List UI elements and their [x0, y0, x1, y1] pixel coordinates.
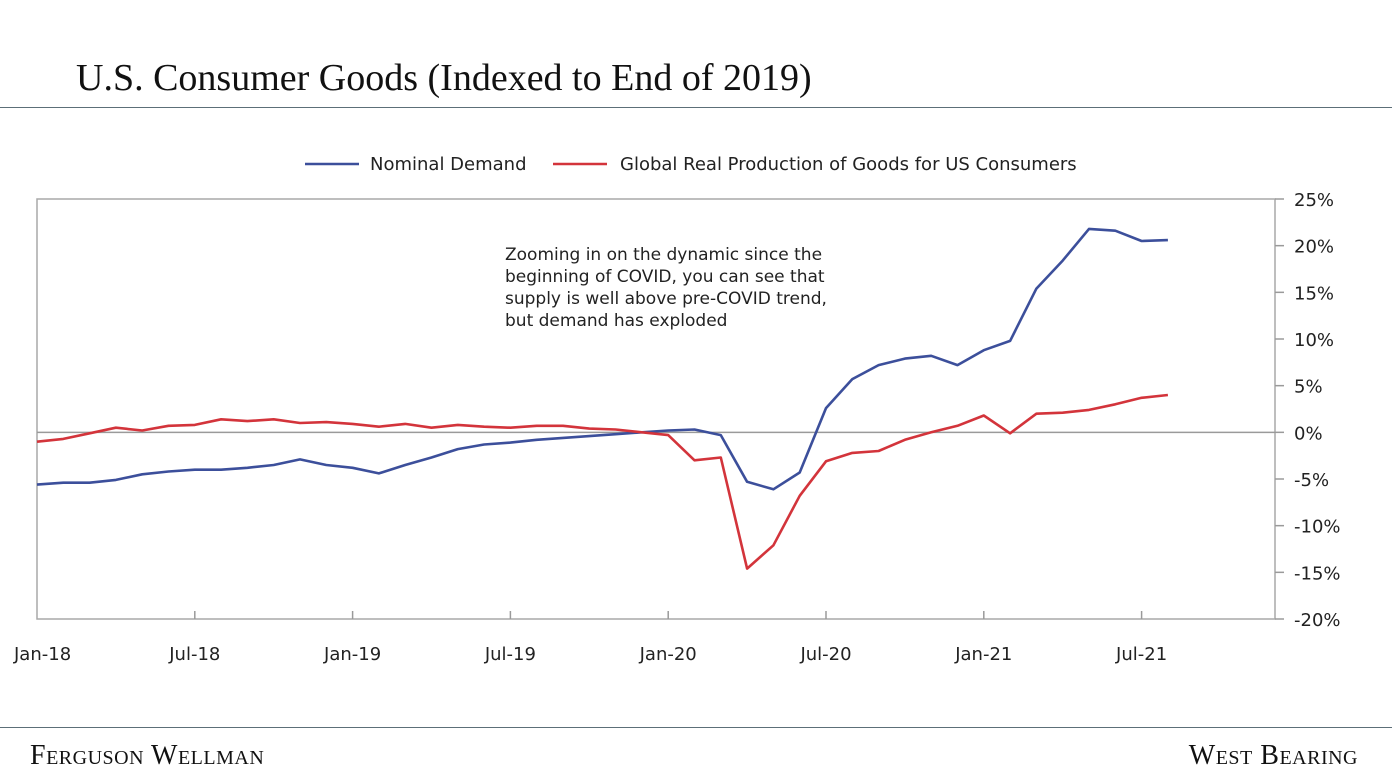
x-tick-label: Jul-21	[1115, 644, 1167, 665]
x-tick-label: Jul-20	[799, 644, 851, 665]
y-tick-label: -10%	[1294, 517, 1341, 538]
footer-brand-left: Ferguson Wellman	[30, 740, 265, 771]
series-layer	[36, 227, 1169, 570]
x-tick-label: Jul-19	[484, 644, 536, 665]
header-divider	[0, 107, 1392, 108]
series-line-nominal-demand	[36, 227, 1168, 491]
page-title: U.S. Consumer Goods (Indexed to End of 2…	[76, 57, 812, 99]
chart-legend: Nominal Demand Global Real Production of …	[305, 154, 1077, 175]
y-tick-label: -5%	[1294, 470, 1329, 491]
annotation-line: but demand has exploded	[505, 311, 727, 331]
annotation-line: supply is well above pre-COVID trend,	[505, 289, 827, 309]
y-tick-label: -15%	[1294, 563, 1341, 584]
x-tick-label: Jul-18	[168, 644, 220, 665]
legend-label: Global Real Production of Goods for US C…	[620, 154, 1077, 175]
series-line-global-real-production	[36, 393, 1169, 570]
chart-annotation: Zooming in on the dynamic since the begin…	[505, 245, 827, 331]
y-tick-label: 10%	[1294, 330, 1334, 351]
x-tick-label: Jan-19	[323, 644, 381, 665]
y-tick-label: 5%	[1294, 377, 1323, 398]
y-tick-label: 0%	[1294, 423, 1323, 444]
annotation-line: beginning of COVID, you can see that	[505, 267, 825, 287]
annotation-line: Zooming in on the dynamic since the	[505, 245, 822, 265]
line-chart: Nominal Demand Global Real Production of …	[13, 154, 1341, 665]
footer-divider	[0, 727, 1392, 728]
x-axis: Jan-18 Jul-18 Jan-19 Jul-19 Jan-20 Jul-20 Jan-…	[13, 611, 1167, 665]
y-tick-label: 15%	[1294, 283, 1334, 304]
y-tick-label: 25%	[1294, 190, 1334, 211]
x-tick-label: Jan-20	[639, 644, 697, 665]
x-tick-label: Jan-21	[954, 644, 1012, 665]
footer-brand-right: West Bearing	[1188, 740, 1358, 771]
y-tick-label: 20%	[1294, 237, 1334, 258]
x-tick-label: Jan-18	[13, 644, 71, 665]
y-tick-label: -20%	[1294, 610, 1341, 631]
legend-label: Nominal Demand	[370, 154, 527, 175]
plot-frame	[36, 198, 1276, 620]
y-axis: 25% 20% 15% 10% 5% 0% -5% -10% -15% -20%	[1275, 190, 1341, 631]
